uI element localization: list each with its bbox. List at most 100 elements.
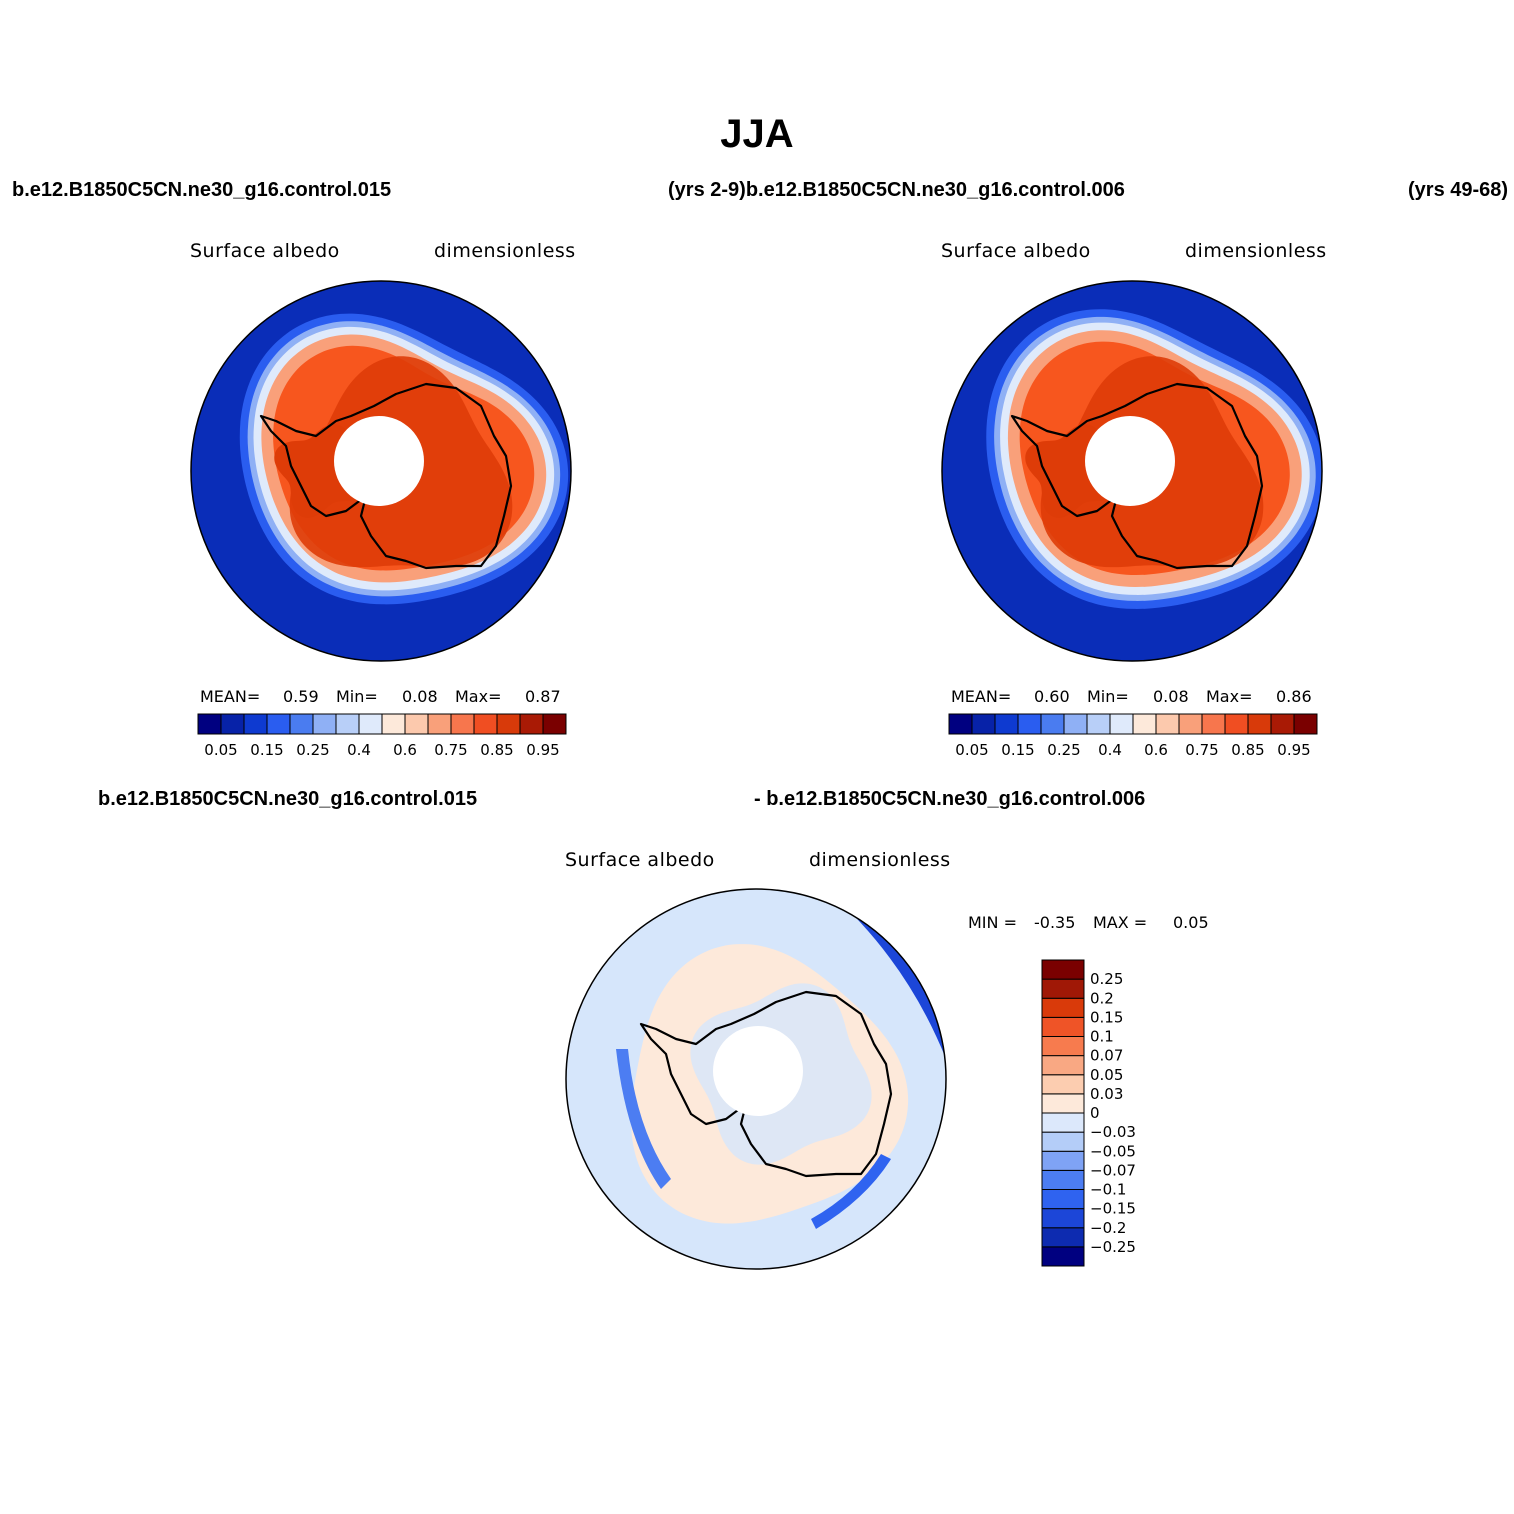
- panel1-colorbar-box: [289, 713, 314, 735]
- diff-colorbar-box: [1041, 1112, 1085, 1133]
- diff-colorbar-tick-label: −0.2: [1090, 1219, 1126, 1237]
- diff-colorbar-tick-label: 0.25: [1090, 970, 1123, 988]
- panel2-border: [941, 280, 1323, 662]
- diff-min-label: MIN =: [968, 913, 1017, 932]
- panel2-coastline: [1010, 382, 1264, 570]
- diff-colorbar-tick-label: −0.1: [1090, 1181, 1126, 1199]
- panel2-colorbar-tick-label: 0.4: [1098, 741, 1122, 759]
- panel2-colorbar-tick-label: 0.15: [1001, 741, 1034, 759]
- panel2-min-label: Min=: [1087, 687, 1129, 706]
- panel2-variable-label: Surface albedo: [941, 240, 1091, 262]
- panel1-colorbar-box: [450, 713, 475, 735]
- diff-colorbar-box: [1041, 1055, 1085, 1076]
- panel1-colorbar-box: [404, 713, 429, 735]
- panel2-colorbar-tick-label: 0.05: [955, 741, 988, 759]
- panel2-colorbar-box: [971, 713, 996, 735]
- panel1-colorbar-tick-label: 0.75: [434, 741, 467, 759]
- panel1-colorbar-box: [312, 713, 337, 735]
- diff-colorbar-box: [1041, 1093, 1085, 1114]
- panel1-colorbar-box: [358, 713, 383, 735]
- panel1-colorbar: 0.05 0.15 0.25 0.4 0.6 0.75 0.85 0.95: [197, 713, 567, 759]
- diff-variable-label: Surface albedo: [565, 849, 715, 871]
- panel2-max-value: 0.86: [1276, 687, 1312, 706]
- panel2-colorbar-box: [1109, 713, 1134, 735]
- panel1-min-label: Min=: [336, 687, 378, 706]
- header-diff-left: b.e12.B1850C5CN.ne30_g16.control.015: [98, 788, 478, 810]
- diff-colorbar-box: [1041, 1016, 1085, 1037]
- panel2-map: [941, 280, 1323, 662]
- header-case-left: b.e12.B1850C5CN.ne30_g16.control.015: [12, 179, 392, 201]
- panel1-colorbar-box: [473, 713, 498, 735]
- panel2-colorbar-box: [1132, 713, 1157, 735]
- panel2-colorbar-box: [1086, 713, 1111, 735]
- diff-colorbar-box: [1041, 959, 1085, 980]
- header-diff-right: - b.e12.B1850C5CN.ne30_g16.control.006: [754, 788, 1146, 810]
- diff-colorbar-tick-label: −0.25: [1090, 1238, 1136, 1256]
- panel1-max-value: 0.87: [525, 687, 561, 706]
- panel1-colorbar-box: [197, 713, 222, 735]
- panel2-colorbar-box: [1017, 713, 1042, 735]
- panel1-colorbar-box: [519, 713, 544, 735]
- panel1-colorbar-box: [243, 713, 268, 735]
- panel2-colorbar-box: [994, 713, 1019, 735]
- diff-streak-west: [616, 1049, 671, 1189]
- diff-colorbar-box: [1041, 1246, 1085, 1267]
- diff-coastline: [639, 990, 893, 1178]
- panel1-variable-label: Surface albedo: [190, 240, 340, 262]
- panel2-colorbar-tick-label: 0.25: [1047, 741, 1080, 759]
- panel1-colorbar-box: [381, 713, 406, 735]
- panel1-border: [190, 280, 572, 662]
- diff-colorbar-box: [1041, 1150, 1085, 1171]
- header-case-center: (yrs 2-9)b.e12.B1850C5CN.ne30_g16.contro…: [668, 179, 1125, 201]
- panel2-colorbar: 0.05 0.15 0.25 0.4 0.6 0.75 0.85 0.95: [948, 713, 1318, 759]
- panel2-colorbar-tick-label: 0.6: [1144, 741, 1168, 759]
- diff-colorbar-box: [1041, 1227, 1085, 1248]
- panel1-units-label: dimensionless: [434, 240, 576, 262]
- panel2-colorbar-box: [1178, 713, 1203, 735]
- panel1-colorbar-tick-label: 0.95: [526, 741, 559, 759]
- panel1-colorbar-box: [427, 713, 452, 735]
- panel2-colorbar-box: [1040, 713, 1065, 735]
- diff-min-value: -0.35: [1034, 913, 1076, 932]
- diff-streak-south: [811, 1154, 891, 1229]
- panel2-max-label: Max=: [1206, 687, 1253, 706]
- diff-pole-hole: [713, 1026, 803, 1116]
- diff-border: [565, 888, 947, 1270]
- panel2-colorbar-box: [948, 713, 973, 735]
- panel2-colorbar-box: [1293, 713, 1318, 735]
- panel1-colorbar-box: [335, 713, 360, 735]
- diff-map: [565, 888, 947, 1270]
- diff-colorbar-box: [1041, 978, 1085, 999]
- panel1-coastline: [259, 382, 513, 570]
- diff-max-label: MAX =: [1093, 913, 1148, 932]
- diff-colorbar-box: [1041, 1036, 1085, 1057]
- panel2-units-label: dimensionless: [1185, 240, 1327, 262]
- diff-colorbar-tick-label: −0.03: [1090, 1123, 1136, 1141]
- figure-title: JJA: [720, 112, 794, 156]
- panel1-mean-label: MEAN=: [200, 687, 261, 706]
- panel2-colorbar-box: [1247, 713, 1272, 735]
- panel1-colorbar-box: [266, 713, 291, 735]
- panel1-map: [190, 280, 572, 662]
- panel1-colorbar-box: [496, 713, 521, 735]
- panel1-colorbar-tick-label: 0.15: [250, 741, 283, 759]
- diff-colorbar-tick-label: −0.05: [1090, 1142, 1136, 1160]
- panel1-colorbar-box: [542, 713, 567, 735]
- panel1-min-value: 0.08: [402, 687, 438, 706]
- diff-colorbar-box: [1041, 1169, 1085, 1190]
- diff-colorbar-box: [1041, 1131, 1085, 1152]
- diff-colorbar-box: [1041, 1189, 1085, 1210]
- diff-units-label: dimensionless: [809, 849, 951, 871]
- panel2-mean-label: MEAN=: [951, 687, 1012, 706]
- panel1-colorbar-tick-label: 0.05: [204, 741, 237, 759]
- panel1-pole-hole: [334, 416, 424, 506]
- diff-colorbar-tick-label: −0.07: [1090, 1161, 1136, 1179]
- panel2-colorbar-tick-label: 0.95: [1277, 741, 1310, 759]
- diff-colorbar-box: [1041, 997, 1085, 1018]
- panel1-colorbar-box: [220, 713, 245, 735]
- panel1-colorbar-tick-label: 0.85: [480, 741, 513, 759]
- diff-colorbar-tick-label: 0: [1090, 1104, 1100, 1122]
- panel1-colorbar-tick-label: 0.25: [296, 741, 329, 759]
- panel1-mean-value: 0.59: [283, 687, 319, 706]
